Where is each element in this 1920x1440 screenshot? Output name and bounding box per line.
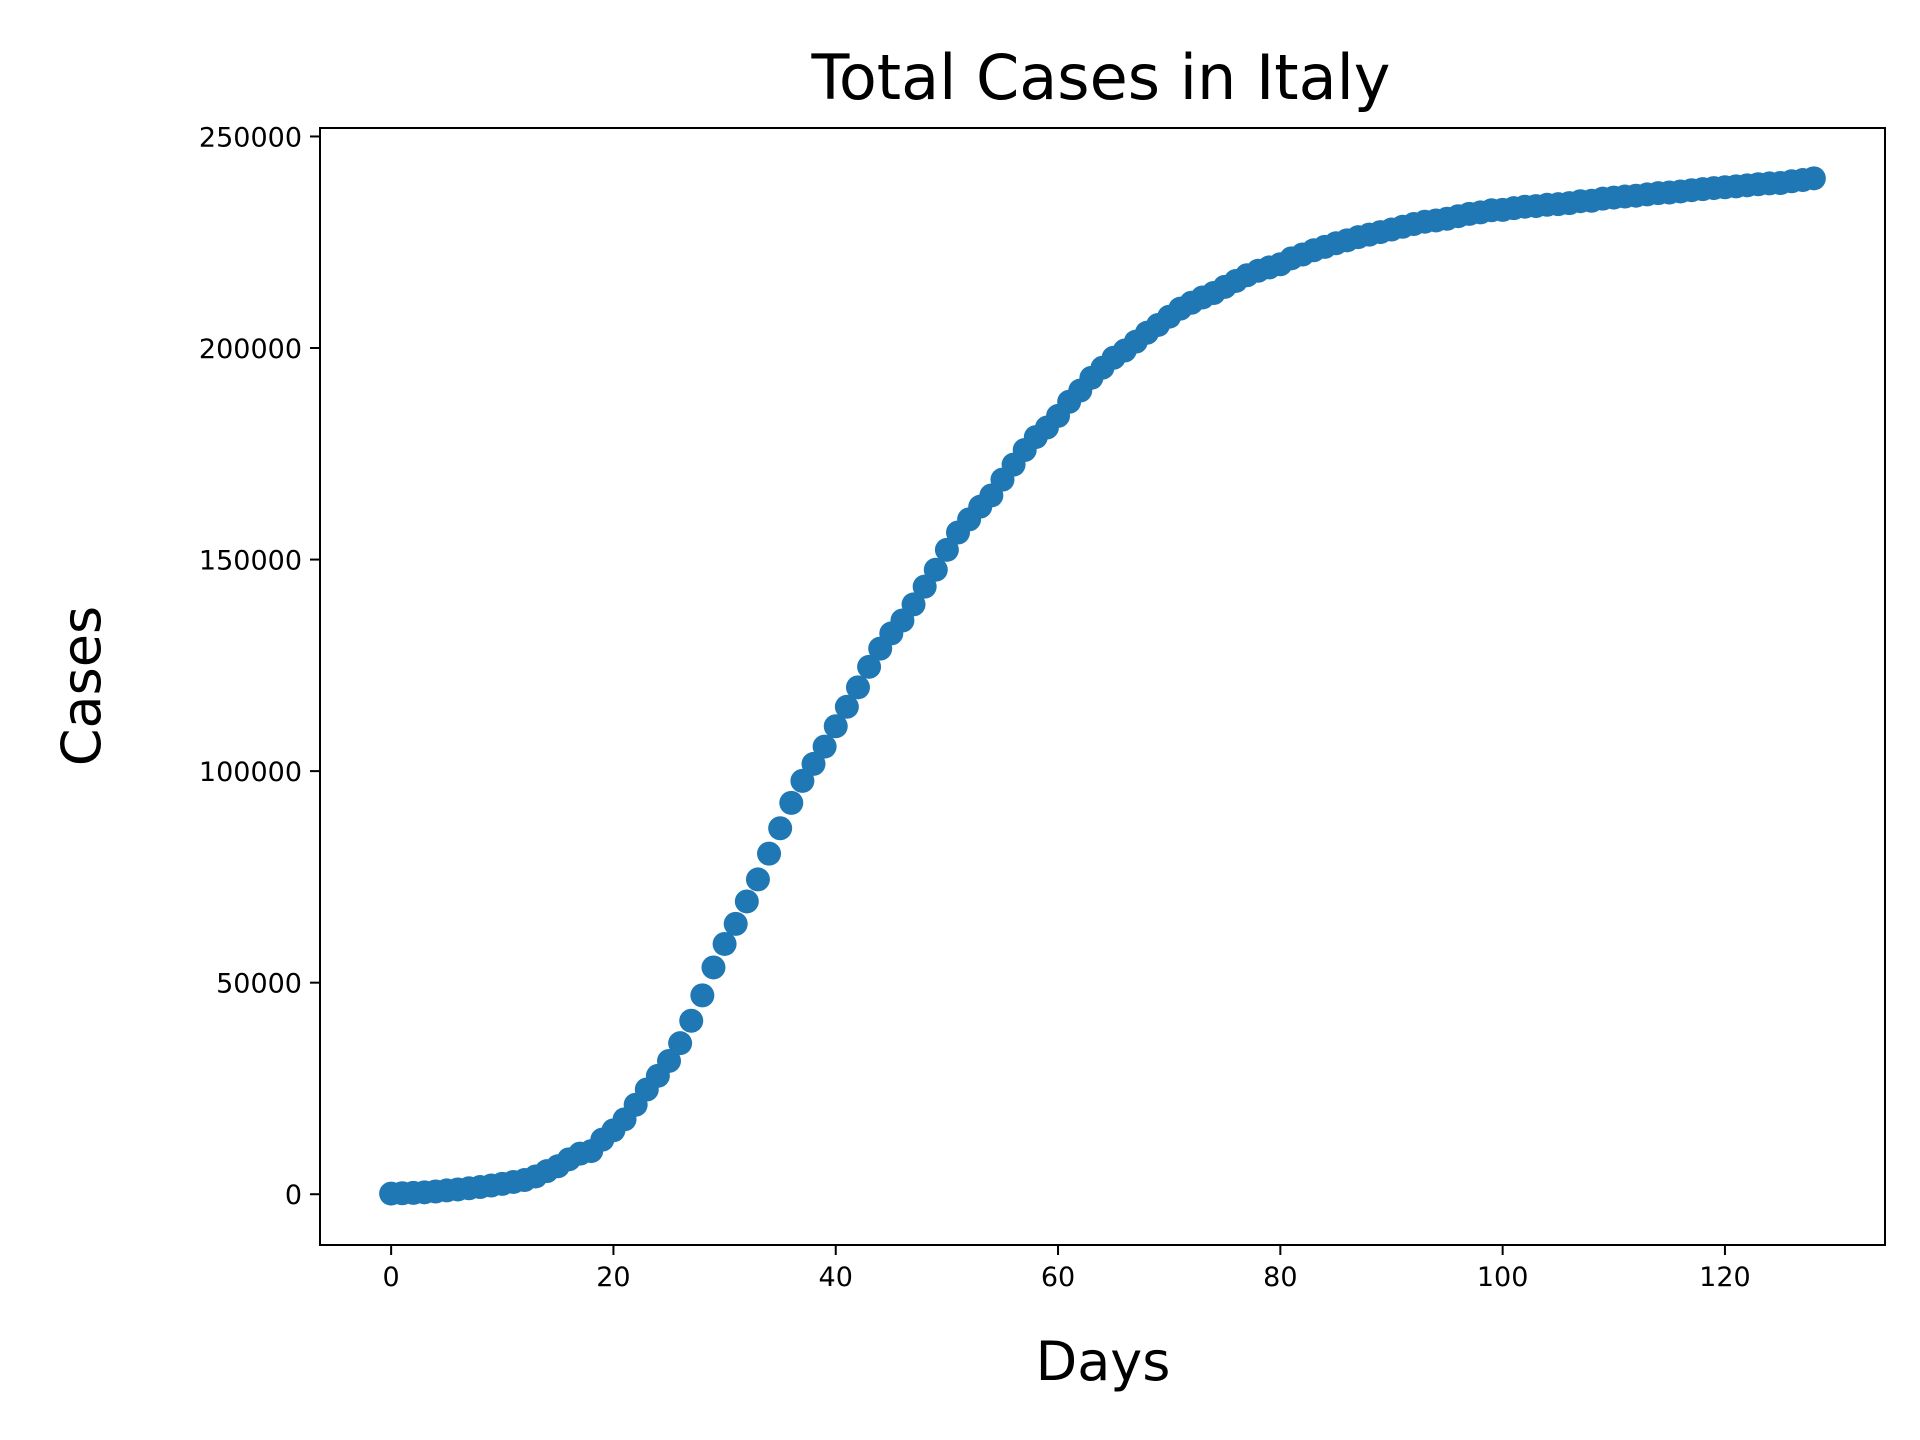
data-point — [657, 1048, 682, 1073]
data-point — [712, 931, 737, 956]
data-points — [379, 166, 1826, 1206]
data-point — [790, 768, 815, 793]
x-tick-label: 100 — [1477, 1262, 1529, 1293]
data-point — [923, 557, 948, 582]
data-point — [901, 592, 926, 617]
data-point — [912, 574, 937, 599]
data-point — [745, 867, 770, 892]
x-tick-label: 120 — [1699, 1262, 1751, 1293]
data-point — [723, 911, 748, 936]
y-tick-label: 200000 — [199, 334, 302, 365]
x-tick-label: 20 — [596, 1262, 630, 1293]
y-tick-label: 50000 — [216, 969, 302, 1000]
data-point — [834, 694, 859, 719]
data-point — [812, 734, 837, 759]
data-point — [757, 841, 782, 866]
data-point — [857, 654, 882, 679]
y-axis-label: Cases — [50, 606, 113, 766]
data-point — [768, 816, 793, 841]
plot-area-frame — [319, 127, 1886, 1246]
data-point — [845, 675, 870, 700]
data-point — [701, 955, 726, 980]
chart-title: Total Cases in Italy — [811, 41, 1391, 114]
y-tick-label: 150000 — [199, 546, 302, 577]
y-tick-label: 100000 — [199, 757, 302, 788]
data-point — [934, 537, 959, 562]
data-point — [1801, 166, 1826, 191]
x-tick-label: 80 — [1263, 1262, 1297, 1293]
data-point — [679, 1008, 704, 1033]
x-tick-label: 40 — [819, 1262, 853, 1293]
axis-ticks: 0 20 40 60 80 100 120 0 50000 100000 150000 200000 2… — [199, 122, 1751, 1293]
x-tick-label: 60 — [1041, 1262, 1075, 1293]
data-point — [734, 889, 759, 914]
x-tick-label: 0 — [383, 1262, 400, 1293]
x-axis-label: Days — [1036, 1330, 1171, 1393]
y-tick-label: 0 — [285, 1180, 302, 1211]
data-point — [668, 1031, 693, 1056]
data-point — [690, 983, 715, 1008]
y-tick-label: 250000 — [199, 122, 302, 153]
data-point — [779, 790, 804, 815]
data-point — [801, 751, 826, 776]
data-point — [823, 714, 848, 739]
